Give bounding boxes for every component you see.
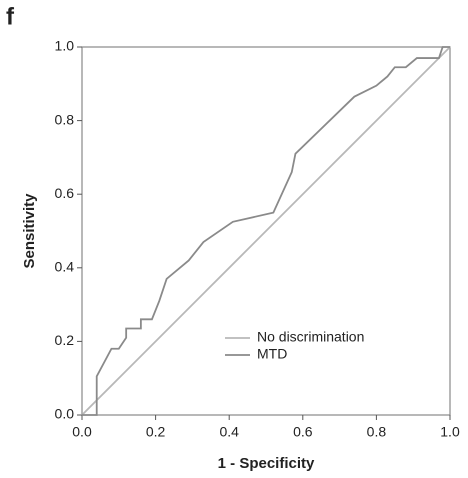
line bbox=[81, 46, 451, 416]
x-tick-label: 1.0 bbox=[440, 424, 460, 440]
y-tick-label: 0.4 bbox=[55, 259, 75, 275]
x-tick-label: 0.8 bbox=[367, 424, 387, 440]
x-tick-label: 0.0 bbox=[72, 424, 92, 440]
x-tick-label: 0.4 bbox=[219, 424, 239, 440]
y-tick-label: 1.0 bbox=[55, 38, 75, 54]
y-axis-title: Sensitivity bbox=[21, 193, 38, 269]
y-tick-label: 0.6 bbox=[55, 185, 75, 201]
legend-label: MTD bbox=[257, 346, 287, 362]
y-tick-label: 0.0 bbox=[55, 406, 75, 422]
y-tick-label: 0.2 bbox=[55, 332, 75, 348]
x-tick-label: 0.6 bbox=[293, 424, 313, 440]
x-tick-label: 0.2 bbox=[146, 424, 166, 440]
y-tick-label: 0.8 bbox=[55, 111, 75, 127]
legend-label: No discrimination bbox=[257, 329, 364, 345]
line bbox=[82, 46, 450, 416]
plot-frame bbox=[81, 46, 451, 416]
x-axis-title: 1 - Specificity bbox=[218, 455, 315, 472]
panel-label: f bbox=[6, 3, 15, 30]
